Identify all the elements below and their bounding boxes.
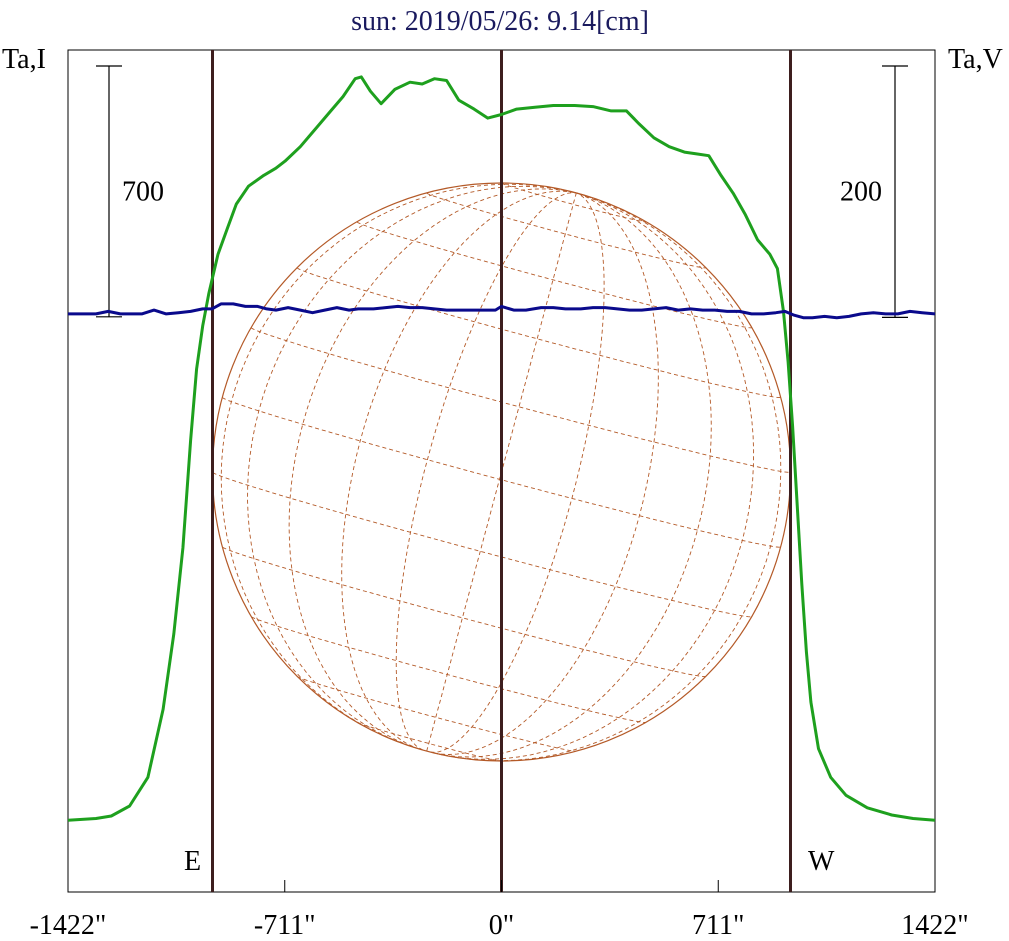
x-tick-label: -711" xyxy=(254,910,316,941)
longitude-line xyxy=(395,192,577,751)
longitude-line xyxy=(247,185,577,748)
right-axis-label: Ta,V xyxy=(948,44,1003,75)
x-tick-label: 711" xyxy=(692,910,744,941)
latitude-line xyxy=(501,182,647,223)
series-line-V xyxy=(68,302,935,320)
longitude-line xyxy=(341,190,577,750)
x-axis-ticks: -1422" -711" 0" 711" 1422" xyxy=(30,880,969,941)
x-tick-label: 1422" xyxy=(901,910,968,941)
longitude-line xyxy=(433,192,659,755)
latitude-line xyxy=(222,546,706,678)
scale-bars: 700 200 xyxy=(96,65,908,318)
longitude-line xyxy=(220,183,577,743)
longitude-line xyxy=(437,192,712,758)
data-series xyxy=(68,75,935,822)
left-axis-label: Ta,I xyxy=(2,44,46,75)
west-limb-label: W xyxy=(808,846,835,877)
longitude-line xyxy=(430,192,605,753)
latitude-line xyxy=(250,327,791,473)
latitude-line xyxy=(212,472,752,618)
x-tick-label: -1422" xyxy=(30,910,107,941)
right-scale-label: 200 xyxy=(840,177,882,208)
east-limb-label: E xyxy=(184,846,201,877)
latitude-line xyxy=(297,676,577,752)
chart-title: sun: 2019/05/26: 9.14[cm] xyxy=(351,6,649,37)
left-scale-label: 700 xyxy=(122,176,164,207)
series-line-I xyxy=(68,75,935,822)
longitude-line xyxy=(288,188,577,749)
x-tick-label: 0" xyxy=(489,910,514,941)
longitude-line xyxy=(455,192,782,762)
limb-markers xyxy=(211,50,792,892)
latitude-line xyxy=(296,267,781,399)
latitude-line xyxy=(357,722,502,762)
longitude-line xyxy=(439,192,755,760)
